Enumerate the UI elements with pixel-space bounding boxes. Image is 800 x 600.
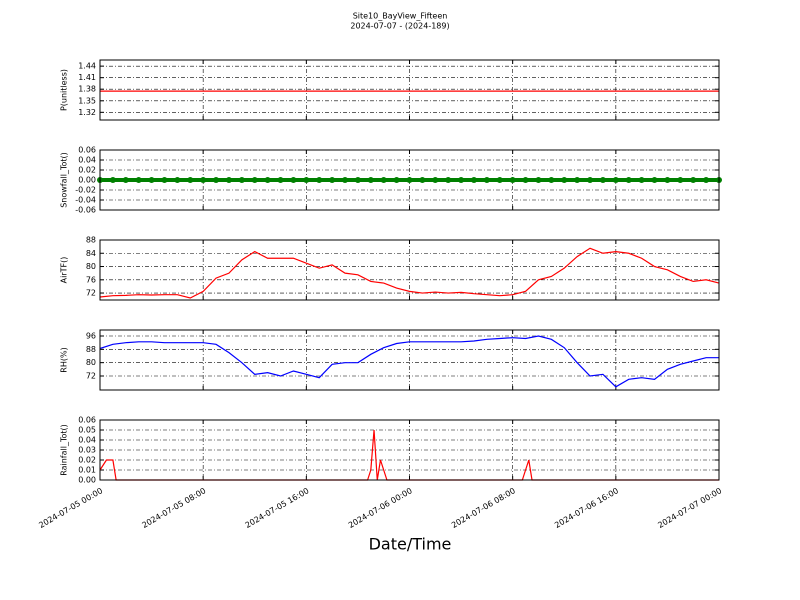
data-point bbox=[690, 177, 697, 183]
data-point bbox=[703, 177, 710, 183]
y-tick-label: 1.35 bbox=[78, 96, 96, 105]
x-axis-label: Date/Time bbox=[369, 535, 452, 554]
y-tick-label: 88 bbox=[86, 236, 96, 245]
y-tick-label: -0.06 bbox=[75, 206, 96, 215]
y-tick-label: -0.02 bbox=[75, 186, 96, 195]
data-point bbox=[174, 177, 181, 183]
y-tick-label: 84 bbox=[86, 249, 96, 258]
data-point bbox=[148, 177, 155, 183]
data-point bbox=[303, 177, 310, 183]
data-point bbox=[548, 177, 555, 183]
data-point bbox=[599, 177, 606, 183]
y-tick-label: 0.02 bbox=[78, 166, 96, 175]
data-point bbox=[251, 177, 258, 183]
data-point bbox=[509, 177, 516, 183]
data-point bbox=[535, 177, 542, 183]
y-tick-label: 80 bbox=[86, 262, 96, 271]
y-axis-label: RH(%) bbox=[60, 347, 69, 372]
data-point bbox=[238, 177, 245, 183]
y-tick-label: 80 bbox=[86, 358, 96, 367]
data-point bbox=[225, 177, 232, 183]
y-tick-label: 1.41 bbox=[78, 73, 96, 82]
chart-subtitle: 2024-07-07 - (2024-189) bbox=[350, 22, 449, 31]
data-point bbox=[290, 177, 297, 183]
y-tick-label: 88 bbox=[86, 345, 96, 354]
y-axis-label: Snowfall_Tot() bbox=[60, 152, 69, 208]
data-point bbox=[393, 177, 400, 183]
y-axis-label: AirTF() bbox=[60, 257, 69, 284]
data-point bbox=[161, 177, 168, 183]
data-point bbox=[496, 177, 503, 183]
y-tick-label: 1.32 bbox=[78, 108, 96, 117]
data-point bbox=[470, 177, 477, 183]
y-tick-label: 0.03 bbox=[78, 446, 96, 455]
data-point bbox=[187, 177, 194, 183]
data-point bbox=[445, 177, 452, 183]
data-point bbox=[483, 177, 490, 183]
data-point bbox=[264, 177, 271, 183]
y-tick-label: 0.00 bbox=[78, 476, 96, 485]
data-line bbox=[99, 247, 720, 299]
data-point bbox=[432, 177, 439, 183]
data-point bbox=[200, 177, 207, 183]
data-point bbox=[419, 177, 426, 183]
data-point bbox=[625, 177, 632, 183]
data-point bbox=[135, 177, 142, 183]
chart-title: Site10_BayView_Fifteen bbox=[353, 12, 448, 21]
data-point bbox=[638, 177, 645, 183]
data-point bbox=[213, 177, 220, 183]
data-point bbox=[406, 177, 413, 183]
y-tick-label: 1.44 bbox=[78, 62, 96, 71]
data-point bbox=[277, 177, 284, 183]
plot-frame bbox=[99, 419, 720, 481]
y-tick-label: 72 bbox=[86, 372, 96, 381]
plot-frame bbox=[99, 59, 720, 121]
data-point bbox=[587, 177, 594, 183]
data-point bbox=[342, 177, 349, 183]
y-tick-label: 0.04 bbox=[78, 436, 96, 445]
plot-frame bbox=[99, 329, 720, 391]
data-point bbox=[664, 177, 671, 183]
data-point bbox=[354, 177, 361, 183]
y-tick-label: 72 bbox=[86, 289, 96, 298]
data-point bbox=[458, 177, 465, 183]
data-line bbox=[99, 335, 719, 388]
data-point bbox=[522, 177, 529, 183]
data-point bbox=[329, 177, 336, 183]
plot-frame bbox=[99, 149, 720, 211]
y-tick-label: 0.06 bbox=[78, 416, 96, 425]
y-axis-label: Rainfall_Tot() bbox=[60, 424, 69, 476]
y-tick-label: 96 bbox=[86, 332, 96, 341]
data-line bbox=[99, 429, 719, 481]
data-point bbox=[612, 177, 619, 183]
data-point bbox=[122, 177, 129, 183]
data-point bbox=[367, 177, 374, 183]
data-point bbox=[574, 177, 581, 183]
y-tick-label: 0.06 bbox=[78, 146, 96, 155]
y-axis-label: P(unitless) bbox=[60, 69, 69, 111]
y-tick-label: 0.00 bbox=[78, 176, 96, 185]
y-tick-label: 0.02 bbox=[78, 456, 96, 465]
data-point bbox=[561, 177, 568, 183]
y-tick-label: 0.05 bbox=[78, 426, 96, 435]
data-point bbox=[677, 177, 684, 183]
y-tick-label: 0.04 bbox=[78, 156, 96, 165]
y-tick-label: -0.04 bbox=[75, 196, 96, 205]
data-point bbox=[651, 177, 658, 183]
data-point bbox=[316, 177, 323, 183]
y-tick-label: 0.01 bbox=[78, 466, 96, 475]
y-tick-label: 1.38 bbox=[78, 85, 96, 94]
data-point bbox=[109, 177, 116, 183]
data-point bbox=[380, 177, 387, 183]
y-tick-label: 76 bbox=[86, 275, 96, 284]
plot-frame bbox=[99, 239, 720, 301]
